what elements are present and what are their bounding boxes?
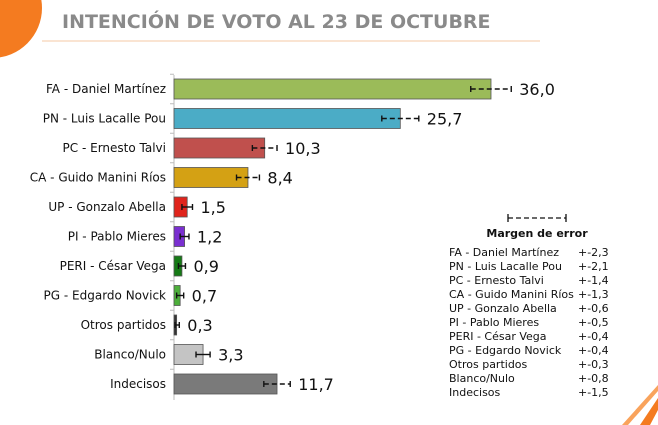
legend-error-value: +-0,8	[578, 372, 609, 385]
value-label: 1,2	[197, 228, 222, 247]
orange-stripe-decoration	[640, 398, 658, 425]
legend-error-value: +-0,6	[578, 302, 609, 315]
value-label: 1,5	[200, 198, 225, 217]
orange-stripe-decoration	[622, 385, 658, 425]
category-label: Blanco/Nulo	[94, 348, 166, 362]
legend-category: Blanco/Nulo	[449, 372, 515, 385]
legend-category: PN - Luis Lacalle Pou	[449, 260, 562, 273]
value-label: 0,7	[192, 287, 217, 306]
category-label: PC - Ernesto Talvi	[63, 141, 166, 155]
category-label: Indecisos	[110, 377, 166, 391]
legend-category: Otros partidos	[449, 358, 528, 371]
legend-category: Indecisos	[449, 386, 501, 399]
value-label: 25,7	[427, 110, 463, 129]
bar	[173, 373, 278, 395]
category-label: FA - Daniel Martínez	[46, 82, 166, 96]
value-label: 10,3	[285, 139, 321, 158]
value-label: 0,3	[187, 316, 212, 335]
bar	[173, 78, 492, 100]
legend-error-value: +-0,4	[578, 330, 609, 343]
legend-error-value: +-0,3	[578, 358, 609, 371]
legend-error-value: +-1,4	[578, 274, 609, 287]
legend-category: FA - Daniel Martínez	[449, 246, 559, 259]
legend-title: Margen de error	[486, 227, 588, 240]
category-label: Otros partidos	[81, 318, 166, 332]
value-label: 0,9	[193, 257, 218, 276]
legend-error-value: +-2,3	[578, 246, 609, 259]
value-label: 8,4	[267, 169, 292, 188]
bar	[173, 137, 266, 159]
category-label: CA - Guido Manini Ríos	[30, 171, 166, 185]
category-label: UP - Gonzalo Abella	[48, 200, 166, 214]
legend-error-value: +-1,5	[578, 386, 609, 399]
legend-category: PG - Edgardo Novick	[449, 344, 562, 357]
orange-circle-decoration	[0, 0, 42, 58]
value-label: 36,0	[519, 80, 555, 99]
category-label: PG - Edgardo Novick	[44, 289, 167, 303]
category-label: PI - Pablo Mieres	[68, 230, 166, 244]
legend-category: CA - Guido Manini Ríos	[449, 288, 574, 301]
legend-error-value: +-0,5	[578, 316, 609, 329]
value-label: 11,7	[298, 375, 334, 394]
legend-category: PI - Pablo Mieres	[449, 316, 539, 329]
category-label: PERI - César Vega	[60, 259, 166, 273]
legend-error-value: +-1,3	[578, 288, 609, 301]
bar	[173, 108, 401, 129]
chart-title: INTENCIÓN DE VOTO AL 23 DE OCTUBRE	[62, 9, 491, 33]
value-label: 3,3	[218, 346, 243, 365]
legend-category: UP - Gonzalo Abella	[449, 302, 557, 315]
legend-category: PERI - César Vega	[449, 330, 547, 343]
legend-error-value: +-0,4	[578, 344, 609, 357]
category-label: PN - Luis Lacalle Pou	[43, 112, 166, 126]
legend-category: PC - Ernesto Talvi	[449, 274, 544, 287]
legend-error-value: +-2,1	[578, 260, 609, 273]
